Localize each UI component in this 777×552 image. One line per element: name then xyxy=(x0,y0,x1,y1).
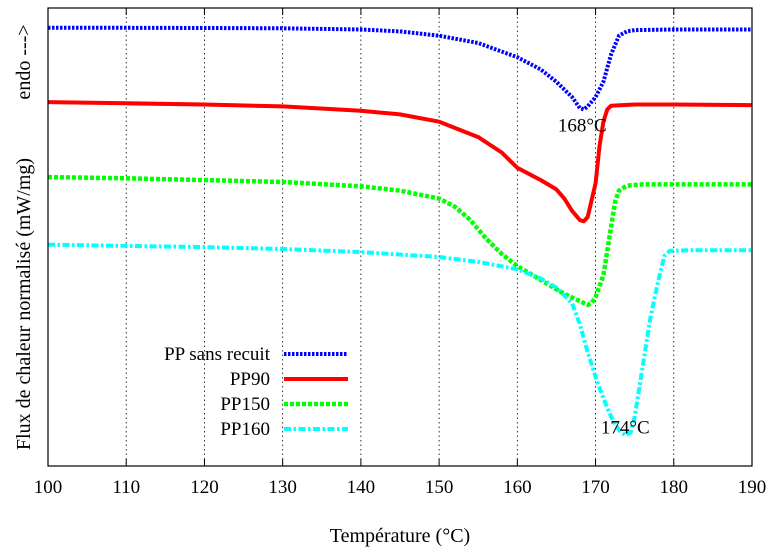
x-ticks: 100 110 120 130 140 150 160 170 180 190 xyxy=(34,8,767,498)
x-tick-label: 180 xyxy=(660,477,689,498)
legend: PP sans recuit PP90 PP150 PP160 xyxy=(164,344,348,440)
series-line-1 xyxy=(47,100,753,224)
x-tick-label: 160 xyxy=(503,477,532,498)
x-axis-label: Température (°C) xyxy=(330,525,470,547)
x-tick-label: 100 xyxy=(34,477,63,498)
annotations: 168°C 174°C xyxy=(558,115,650,438)
x-tick-label: 130 xyxy=(268,477,297,498)
x-tick-label: 150 xyxy=(425,477,454,498)
x-tick-label: 190 xyxy=(738,477,767,498)
series-line-3 xyxy=(47,242,752,438)
x-tick-label: 140 xyxy=(347,477,376,498)
legend-label: PP90 xyxy=(230,369,270,390)
series-line-2 xyxy=(47,174,752,308)
legend-label: PP150 xyxy=(220,394,270,415)
series-line-0 xyxy=(47,25,752,112)
x-tick-label: 110 xyxy=(112,477,140,498)
x-tick-label: 170 xyxy=(581,477,610,498)
peak-annotation: 174°C xyxy=(601,417,650,438)
data-curves xyxy=(47,25,753,438)
legend-label: PP160 xyxy=(220,419,270,440)
y-axis-label: Flux de chaleur normalisé (mW/mg) xyxy=(13,158,35,450)
endo-arrow-label: endo ---> xyxy=(13,24,35,99)
grid-lines xyxy=(125,8,675,466)
plot-frame xyxy=(47,7,753,467)
legend-label: PP sans recuit xyxy=(164,344,271,365)
peak-annotation: 168°C xyxy=(558,115,607,136)
x-tick-label: 120 xyxy=(190,477,219,498)
